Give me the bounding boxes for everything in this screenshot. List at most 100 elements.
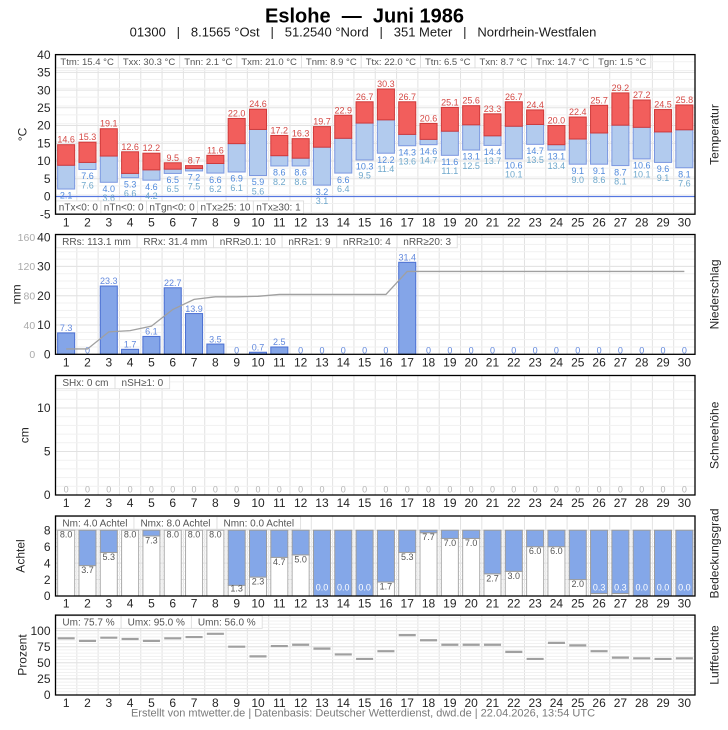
svg-text:Umn: 56.0 %: Umn: 56.0 % (198, 617, 256, 628)
svg-text:2: 2 (84, 216, 91, 230)
svg-text:6: 6 (169, 496, 176, 510)
svg-text:nSH≥1: 0: nSH≥1: 0 (122, 378, 164, 389)
svg-text:3: 3 (105, 597, 112, 611)
svg-text:19: 19 (443, 597, 457, 611)
svg-text:14: 14 (337, 696, 351, 710)
svg-text:11.6: 11.6 (207, 145, 224, 155)
svg-text:13: 13 (315, 696, 329, 710)
svg-text:11: 11 (273, 597, 286, 611)
svg-text:6.0: 6.0 (550, 546, 563, 556)
svg-text:Tnm: 8.9 °C: Tnm: 8.9 °C (306, 57, 357, 68)
svg-text:7: 7 (191, 496, 198, 510)
svg-text:24: 24 (550, 597, 564, 611)
svg-text:17: 17 (401, 696, 415, 710)
svg-text:10: 10 (251, 496, 265, 510)
svg-text:3.5: 3.5 (209, 334, 222, 344)
svg-text:0: 0 (85, 345, 90, 355)
svg-text:26.7: 26.7 (356, 92, 374, 102)
svg-text:12.2: 12.2 (377, 155, 395, 165)
svg-text:10: 10 (37, 318, 51, 332)
svg-text:22: 22 (507, 696, 521, 710)
svg-text:2: 2 (84, 597, 91, 611)
svg-text:12: 12 (294, 356, 308, 370)
svg-text:18: 18 (422, 216, 436, 230)
svg-text:4: 4 (127, 216, 134, 230)
svg-text:22.0: 22.0 (228, 108, 246, 118)
svg-text:8.2: 8.2 (273, 177, 286, 187)
svg-text:0: 0 (298, 345, 303, 355)
svg-text:15: 15 (358, 597, 372, 611)
svg-text:23.3: 23.3 (484, 104, 502, 114)
svg-text:29: 29 (656, 597, 670, 611)
svg-text:20.0: 20.0 (548, 116, 566, 126)
svg-text:11.1: 11.1 (441, 166, 458, 176)
svg-text:12: 12 (294, 216, 308, 230)
svg-text:6: 6 (169, 696, 176, 710)
svg-text:8.0: 8.0 (166, 530, 179, 540)
svg-text:0: 0 (661, 485, 666, 495)
svg-text:24.6: 24.6 (249, 99, 267, 109)
svg-text:2.7: 2.7 (486, 573, 499, 583)
svg-text:25.8: 25.8 (676, 95, 694, 105)
svg-text:8: 8 (212, 216, 219, 230)
svg-text:30: 30 (678, 696, 692, 710)
svg-text:Ttn: 6.5 °C: Ttn: 6.5 °C (425, 57, 471, 68)
svg-text:6.1: 6.1 (230, 183, 243, 193)
svg-text:26.7: 26.7 (398, 92, 416, 102)
svg-text:0: 0 (149, 485, 154, 495)
svg-text:3: 3 (105, 496, 112, 510)
svg-text:30.3: 30.3 (377, 79, 395, 89)
svg-text:20: 20 (37, 119, 51, 133)
svg-text:6.6: 6.6 (124, 188, 137, 198)
svg-text:6.5: 6.5 (166, 184, 179, 194)
svg-text:16.3: 16.3 (292, 129, 310, 139)
svg-text:0: 0 (533, 485, 538, 495)
svg-text:10: 10 (37, 401, 51, 415)
svg-text:15: 15 (358, 696, 372, 710)
svg-text:28: 28 (635, 356, 649, 370)
svg-text:0: 0 (362, 485, 367, 495)
svg-text:0: 0 (469, 345, 474, 355)
svg-text:31.4: 31.4 (398, 253, 416, 263)
svg-text:8.0: 8.0 (124, 530, 137, 540)
svg-text:28: 28 (635, 496, 649, 510)
svg-text:0: 0 (29, 349, 35, 361)
svg-text:2: 2 (84, 356, 91, 370)
svg-text:0: 0 (383, 485, 388, 495)
svg-text:9.6: 9.6 (657, 164, 670, 174)
svg-text:13.4: 13.4 (548, 161, 566, 171)
svg-text:14.3: 14.3 (398, 147, 416, 157)
svg-text:1.7: 1.7 (380, 582, 393, 592)
svg-text:20: 20 (465, 696, 479, 710)
svg-text:Tnn: 2.1 °C: Tnn: 2.1 °C (184, 57, 232, 68)
svg-text:0: 0 (64, 485, 69, 495)
svg-text:2: 2 (84, 696, 91, 710)
svg-text:22: 22 (507, 496, 521, 510)
svg-text:0: 0 (362, 345, 367, 355)
svg-text:13.5: 13.5 (526, 155, 544, 165)
svg-text:4: 4 (127, 597, 134, 611)
svg-text:Temperatur: Temperatur (708, 104, 722, 165)
svg-text:nTx≥25: 10: nTx≥25: 10 (200, 203, 250, 214)
svg-text:12: 12 (294, 696, 308, 710)
svg-text:27.2: 27.2 (633, 90, 651, 100)
svg-text:18: 18 (422, 696, 436, 710)
svg-text:4: 4 (127, 356, 134, 370)
svg-text:30: 30 (37, 260, 51, 274)
svg-text:5.9: 5.9 (252, 177, 265, 187)
svg-text:2.5: 2.5 (273, 337, 286, 347)
svg-text:5.6: 5.6 (252, 186, 265, 196)
svg-text:8.6: 8.6 (593, 175, 606, 185)
svg-text:9.1: 9.1 (657, 173, 670, 183)
svg-text:0: 0 (170, 485, 175, 495)
svg-text:Bedeckungsgrad: Bedeckungsgrad (708, 508, 722, 598)
svg-text:26: 26 (592, 216, 606, 230)
svg-text:29: 29 (656, 496, 670, 510)
svg-text:160: 160 (18, 232, 36, 244)
svg-text:16: 16 (379, 216, 393, 230)
svg-text:0.0: 0.0 (337, 583, 350, 593)
svg-text:nRR≥20: 3: nRR≥20: 3 (403, 237, 451, 248)
svg-text:23.3: 23.3 (100, 276, 118, 286)
svg-text:17: 17 (401, 496, 415, 510)
svg-text:1: 1 (63, 597, 70, 611)
